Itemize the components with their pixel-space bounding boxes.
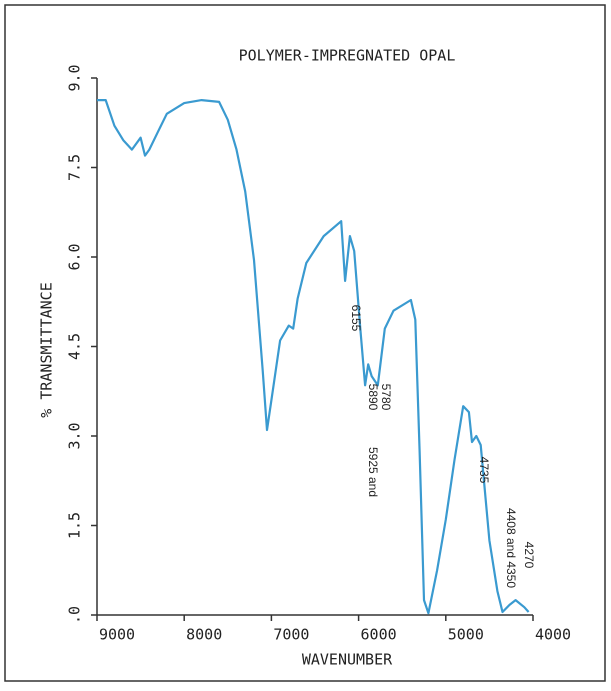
x-tick-label: 4000 bbox=[535, 626, 571, 644]
chart-title: POLYMER-IMPREGNATED OPAL bbox=[239, 47, 456, 65]
spectrum-line bbox=[97, 99, 530, 615]
annotation: 4408 and 4350 bbox=[504, 508, 518, 588]
y-tick-label: 6.0 bbox=[66, 243, 84, 270]
y-axis-label: % TRANSMITTANCE bbox=[38, 282, 56, 417]
annotation: 5925 and bbox=[366, 447, 380, 497]
annotation: 4270 bbox=[522, 542, 536, 569]
annotation: 5780 bbox=[379, 384, 393, 411]
y-tick-label: 7.5 bbox=[66, 154, 84, 181]
x-tick-label: 8000 bbox=[186, 626, 222, 644]
y-tick-label: 3.0 bbox=[66, 422, 84, 449]
y-tick-label: 4.5 bbox=[66, 333, 84, 360]
frame bbox=[4, 4, 606, 682]
x-tick-label: 7000 bbox=[273, 626, 309, 644]
y-tick-label: 9.0 bbox=[66, 64, 84, 91]
y-tick-label: .0 bbox=[66, 606, 84, 624]
x-tick-label: 6000 bbox=[361, 626, 397, 644]
y-tick-label: 1.5 bbox=[66, 512, 84, 539]
x-tick-label: 9000 bbox=[99, 626, 135, 644]
x-axis-label: WAVENUMBER bbox=[302, 651, 393, 669]
annotation: 4735 bbox=[477, 457, 491, 484]
annotation: 6155 bbox=[349, 305, 363, 332]
annotation: 5890 bbox=[366, 384, 380, 411]
x-tick-label: 5000 bbox=[448, 626, 484, 644]
